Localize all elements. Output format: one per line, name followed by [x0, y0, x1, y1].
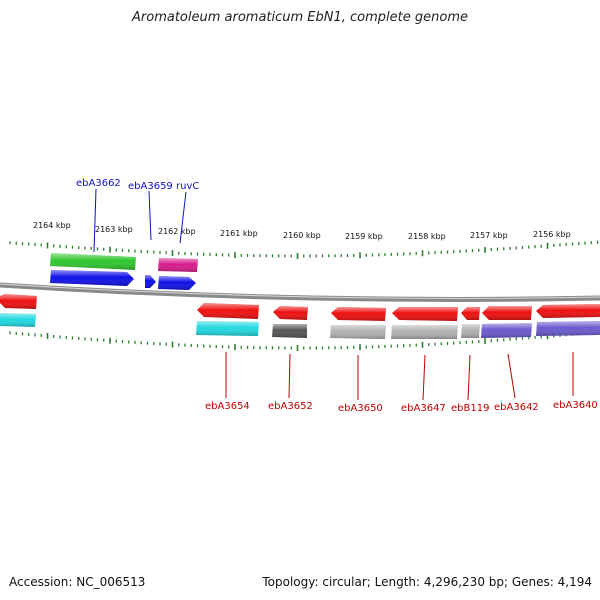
tick-label: 2162 kbp	[158, 227, 196, 236]
gene-feature[interactable]	[158, 258, 198, 272]
gene-feature[interactable]	[145, 275, 156, 288]
page-title: Aromatoleum aromaticum EbN1, complete ge…	[132, 10, 468, 25]
gene-feature[interactable]	[273, 306, 308, 320]
gene-feature[interactable]	[536, 321, 600, 336]
tick-label: 2164 kbp	[33, 221, 71, 230]
gene-feature[interactable]	[158, 276, 196, 290]
gene-feature[interactable]	[50, 270, 134, 286]
gene-feature[interactable]	[536, 304, 600, 318]
gene-feature[interactable]	[391, 325, 458, 339]
accession-text: Accession: NC_006513	[9, 575, 146, 589]
plus-strand-labels: ebA3662 ebA3659 ruvC	[76, 178, 199, 253]
gene-feature[interactable]	[330, 325, 386, 339]
gene-label[interactable]: ebA3647	[401, 403, 446, 414]
gene-feature[interactable]	[0, 294, 37, 309]
gene-feature[interactable]	[272, 324, 307, 338]
gene-label[interactable]: ebA3650	[338, 403, 383, 414]
gene-feature[interactable]	[392, 307, 458, 321]
gene-label[interactable]: ebB119	[451, 403, 489, 414]
gene-feature[interactable]	[196, 321, 259, 336]
minus-strand-labels: ebA3654 ebA3652 ebA3650 ebA3647 ebB119 e…	[205, 352, 598, 414]
gene-label[interactable]: ebA3642	[494, 402, 539, 413]
gene-label[interactable]: ebA3640	[553, 400, 598, 411]
tick-label: 2158 kbp	[408, 232, 446, 241]
gene-feature[interactable]	[331, 307, 386, 321]
minus-strand-features	[0, 294, 600, 339]
scale-ticks-top	[9, 240, 599, 259]
tick-label: 2157 kbp	[470, 231, 508, 240]
tick-label: 2161 kbp	[220, 229, 258, 238]
genome-backbone-highlight	[0, 283, 600, 299]
gene-label[interactable]: ebA3662	[76, 178, 121, 189]
genome-backbone	[0, 282, 600, 302]
tick-label: 2163 kbp	[95, 225, 133, 234]
gene-label[interactable]: ebA3659	[128, 181, 173, 192]
tick-label: 2156 kbp	[533, 230, 571, 239]
scale-tick-labels: 2164 kbp 2163 kbp 2162 kbp 2161 kbp 2160…	[33, 221, 571, 241]
plus-strand-features	[50, 253, 198, 290]
gene-label[interactable]: ruvC	[176, 181, 199, 192]
gene-feature[interactable]	[50, 253, 136, 270]
gene-label[interactable]: ebA3652	[268, 401, 313, 412]
gene-feature[interactable]	[461, 324, 480, 338]
gene-feature[interactable]	[0, 313, 36, 327]
tick-label: 2159 kbp	[345, 232, 383, 241]
gene-feature[interactable]	[481, 323, 532, 338]
gene-label[interactable]: ebA3654	[205, 401, 250, 412]
gene-feature[interactable]	[197, 303, 259, 319]
gene-feature[interactable]	[482, 306, 532, 320]
genome-summary-text: Topology: circular; Length: 4,296,230 bp…	[262, 575, 592, 589]
scale-ticks-bottom	[9, 330, 599, 351]
gene-feature[interactable]	[461, 307, 480, 320]
tick-label: 2160 kbp	[283, 231, 321, 240]
